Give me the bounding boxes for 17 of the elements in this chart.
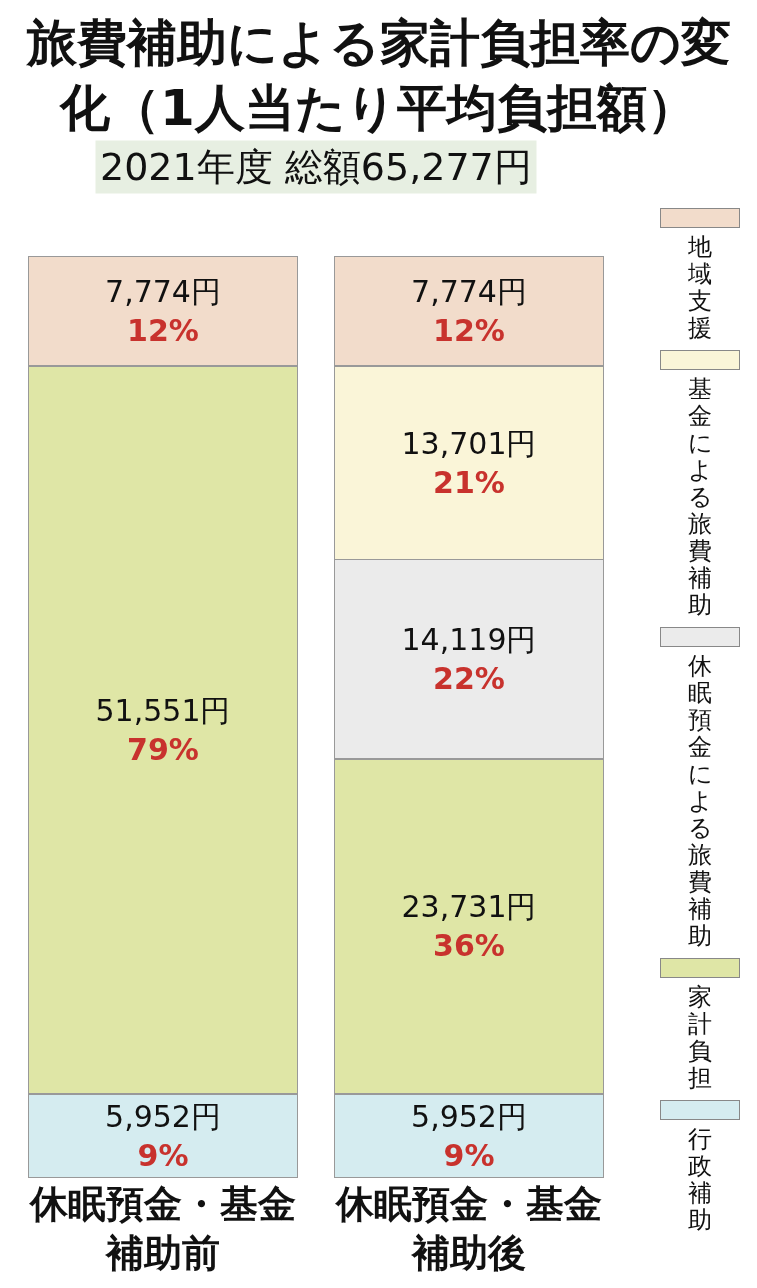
data-label: 23,731円 36% <box>401 889 537 964</box>
text: 家計負担 <box>688 983 712 1092</box>
data-label: 5,952円 9% <box>411 1098 527 1173</box>
data-label: 7,774円 12% <box>105 274 221 349</box>
x-tick-label: 休眠預金・基金補助前 <box>28 1182 296 1276</box>
text: 休眠預金による旅費補助 <box>687 652 713 950</box>
data-label: 5,952円 9% <box>105 1098 221 1173</box>
data-label: 51,551円 79% <box>95 693 231 768</box>
data-label: 14,119円 22% <box>401 622 537 697</box>
legend-label: 地域支援 <box>688 233 712 342</box>
text: 基金による旅費補助 <box>687 375 713 619</box>
data-label: 13,701円 21% <box>401 425 537 500</box>
chart-title: 旅費補助による家計負担率の変化（1人当たり平均負担額） <box>24 14 731 137</box>
data-label: 7,774円 12% <box>411 274 527 349</box>
legend-label: 行政補助 <box>688 1125 712 1234</box>
chart-subtitle: 2021年度 総額65,277円 <box>100 145 532 189</box>
x-tick-label: 休眠預金・基金補助後 <box>334 1182 602 1276</box>
